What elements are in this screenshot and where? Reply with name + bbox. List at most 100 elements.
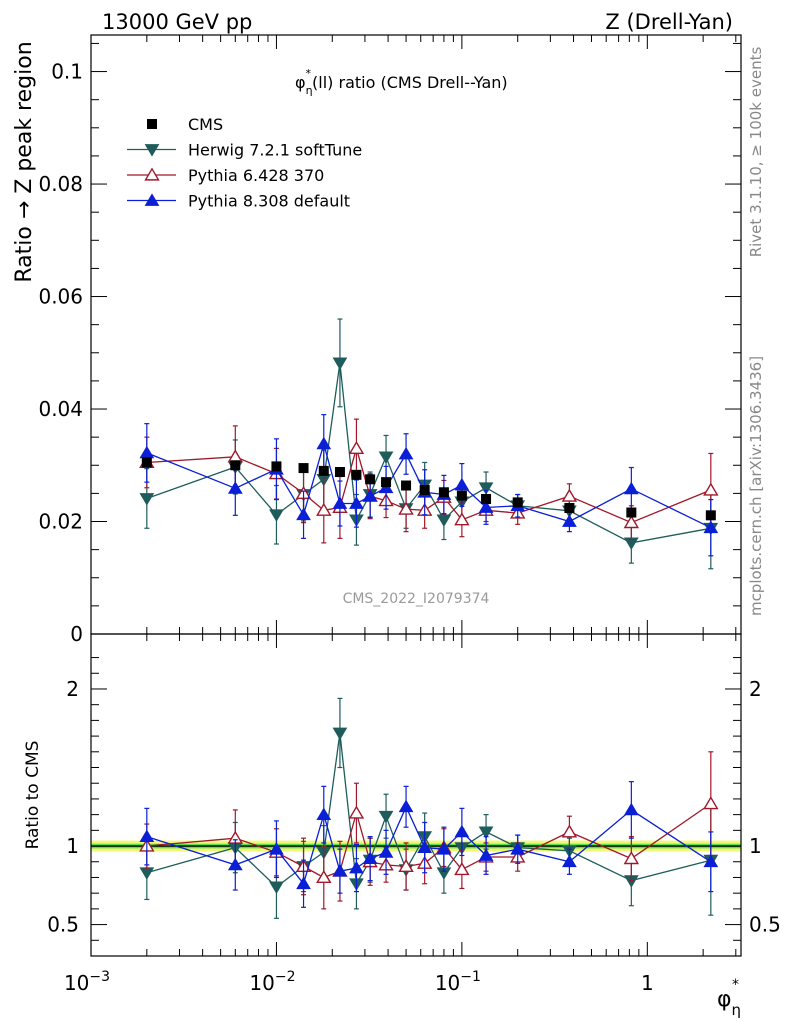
data-point	[316, 502, 332, 516]
main-line-pythia-8-308-default	[146, 441, 712, 529]
legend-marker	[147, 119, 157, 129]
legend-label: Pythia 8.308 default	[188, 192, 350, 211]
data-point	[332, 864, 348, 877]
data-point	[230, 460, 241, 471]
main-y-axis-label: Ratio → Z peak region	[12, 41, 37, 282]
rivet-version-label: Rivet 3.1.10, ≥ 100k events	[747, 47, 765, 258]
data-point	[436, 842, 452, 855]
header-process: Z (Drell-Yan)	[605, 10, 733, 34]
data-point	[562, 514, 577, 527]
data-point	[512, 497, 523, 508]
data-point	[269, 842, 284, 855]
legend-marker	[144, 167, 160, 181]
data-point	[626, 507, 637, 518]
legend-label: Pythia 6.428 370	[188, 166, 324, 185]
watermark-analysis-id: CMS_2022_I2079374	[343, 591, 490, 607]
ratio-y-tick-label: 0.5	[47, 913, 79, 937]
legend-label: CMS	[188, 115, 223, 134]
ratio-panel: 10−3 10−2 10−1 1 0.5 0.5 1 1 2 2 Ratio to CMS φη *	[23, 633, 781, 1019]
data-point	[703, 482, 719, 496]
ratio-axes: 10−3 10−2 10−1 1 0.5 0.5 1 1 2 2	[47, 634, 781, 995]
data-point	[456, 490, 467, 501]
data-point	[381, 477, 392, 488]
data-point	[398, 446, 414, 460]
data-point	[332, 496, 348, 509]
data-point	[478, 848, 494, 861]
data-point	[316, 436, 332, 450]
data-point	[438, 487, 449, 498]
title-rest: (ll) ratio (CMS Drell--Yan)	[312, 73, 508, 92]
title-eta: η	[306, 84, 313, 97]
data-point	[481, 494, 492, 505]
data-point	[316, 869, 332, 884]
ratio-series-layer	[139, 697, 719, 919]
data-point	[348, 805, 365, 819]
ratio-y-axis-label: Ratio to CMS	[23, 741, 43, 850]
main-series-layer	[139, 318, 719, 570]
data-point	[478, 826, 494, 840]
y-tick-label: 0.02	[38, 510, 83, 534]
data-point	[401, 480, 412, 491]
legend-label: Herwig 7.2.1 softTune	[188, 141, 362, 160]
ratio-y-tick-label-right: 0.5	[749, 913, 781, 937]
data-point	[478, 500, 494, 513]
data-point	[623, 481, 639, 495]
data-point	[705, 510, 716, 521]
x-tick-label: 10−1	[435, 969, 481, 995]
header-energy: 13000 GeV pp	[102, 10, 252, 34]
main-series-cms	[141, 457, 716, 521]
y-tick-label: 0	[70, 622, 83, 646]
xlabel-star: *	[732, 977, 739, 993]
mcplots-label: mcplots.cern.ch [arXiv:1306.3436]	[747, 356, 765, 616]
legend-marker	[144, 144, 160, 157]
data-point	[296, 876, 311, 890]
data-point	[378, 845, 394, 858]
data-point	[351, 469, 362, 480]
data-point	[227, 857, 243, 871]
data-point	[623, 851, 640, 865]
data-point	[398, 858, 414, 873]
data-point	[334, 467, 345, 478]
data-point	[510, 842, 526, 855]
data-point	[703, 796, 719, 810]
ratio-plot-frame	[90, 633, 742, 957]
data-point	[398, 501, 414, 515]
data-point	[454, 862, 470, 876]
data-point	[227, 481, 243, 494]
main-panel: 0 0.02 0.04 0.06 0.08 0.1 Ratio → Z peak regi…	[12, 34, 742, 646]
main-line-herwig-7-2-1-softtune	[146, 362, 711, 544]
data-point	[269, 881, 284, 895]
data-point	[436, 514, 452, 527]
data-point	[332, 727, 348, 741]
data-point	[454, 512, 470, 526]
data-point	[454, 477, 470, 491]
data-point	[623, 802, 639, 816]
ratio-y-tick-label-right: 2	[749, 677, 762, 701]
data-point	[454, 824, 470, 838]
data-point	[139, 445, 155, 459]
legend-marker	[144, 193, 160, 206]
x-tick-label: 10−2	[249, 969, 295, 995]
data-point	[623, 515, 640, 529]
xlabel-phi: φ	[717, 987, 732, 1012]
data-point	[227, 449, 244, 463]
data-point	[362, 851, 378, 864]
data-point	[419, 485, 430, 496]
data-point	[349, 496, 364, 509]
data-point	[561, 488, 578, 502]
data-point	[139, 493, 155, 506]
legend-item-pythia-8-308-default: Pythia 8.308 default	[127, 192, 350, 211]
data-point	[141, 457, 152, 468]
y-tick-label: 0.06	[38, 285, 83, 309]
ratio-line-pythia-6-428-370	[146, 803, 712, 879]
legend-item-cms: CMS	[147, 115, 223, 134]
title-phi: φ	[295, 73, 306, 92]
data-point	[561, 824, 578, 838]
data-point	[564, 503, 575, 514]
main-series-pythia-8-308-default	[139, 414, 719, 557]
x-tick-label: 10−3	[64, 969, 110, 995]
data-point	[478, 482, 494, 495]
main-axes: 0 0.02 0.04 0.06 0.08 0.1	[38, 35, 741, 646]
data-point	[703, 854, 719, 868]
